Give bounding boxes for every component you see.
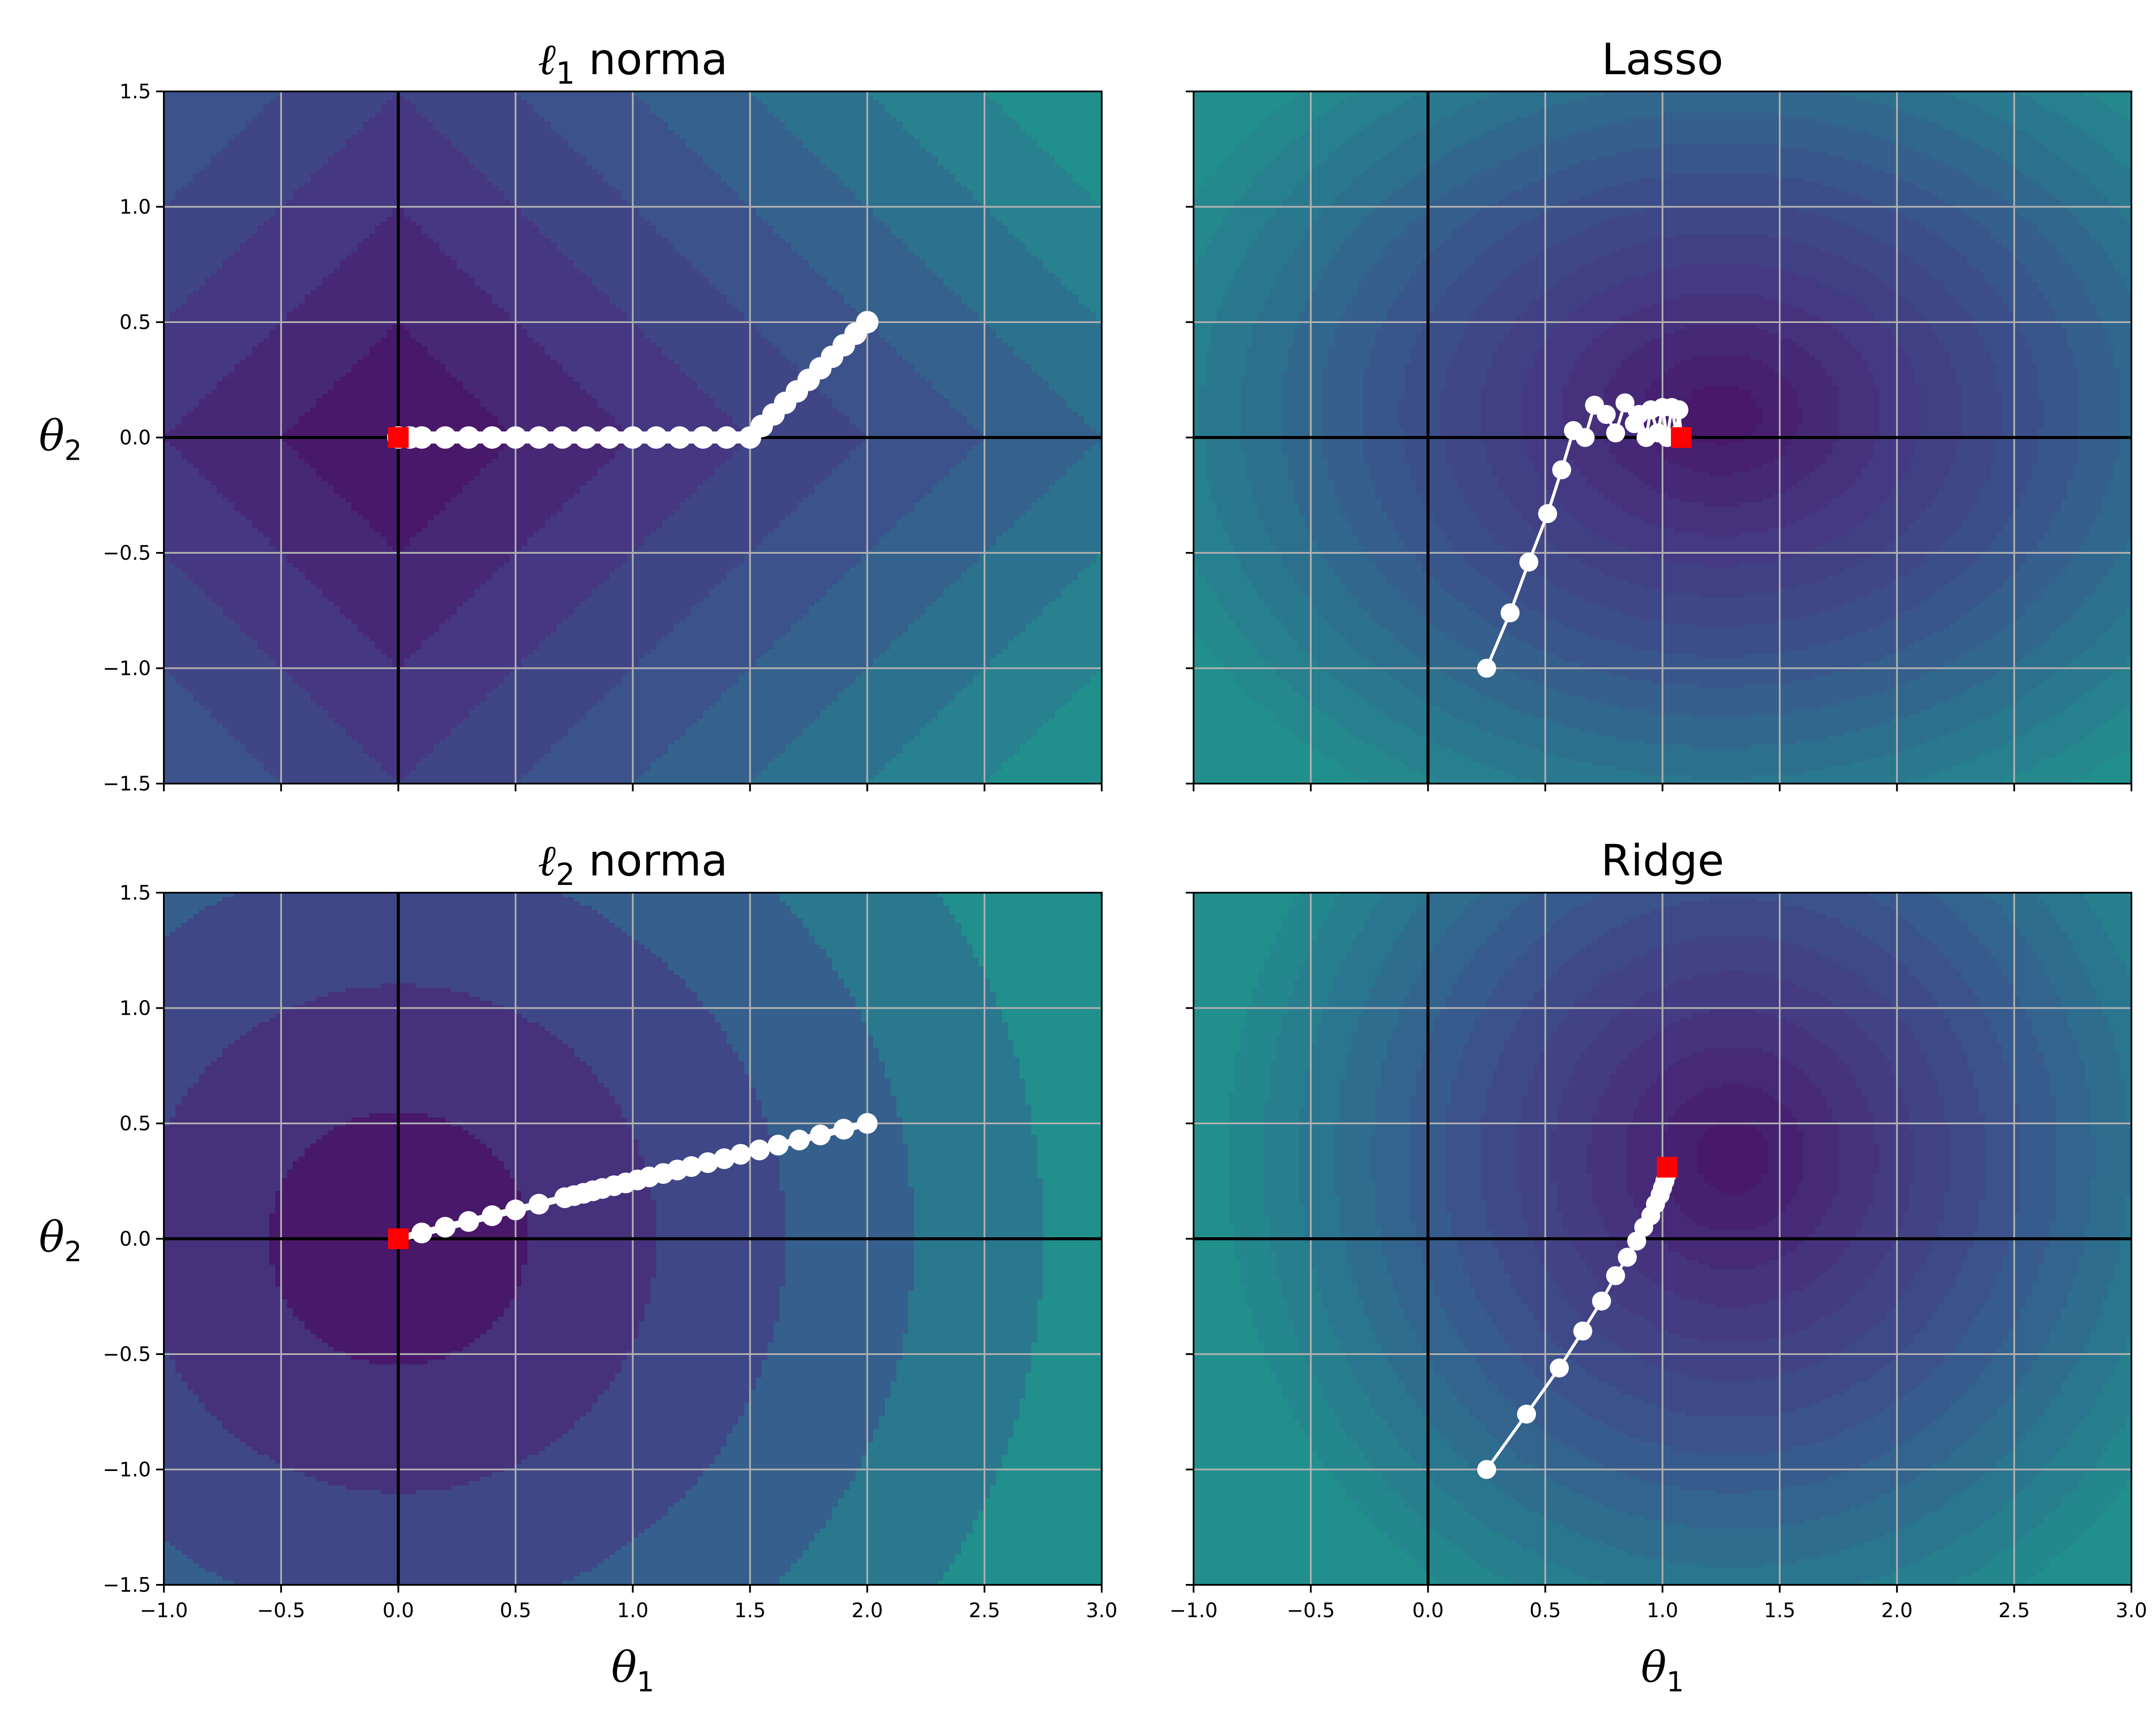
x-tick-label: 2.5	[1999, 1599, 2030, 1622]
x-tick-label: −1.0	[140, 1599, 188, 1622]
optimum-marker	[388, 427, 409, 448]
x-tick-label: 0.5	[1529, 1599, 1561, 1622]
x-tick-label: 0.5	[500, 1599, 531, 1622]
path-point	[1606, 1266, 1625, 1285]
path-point	[1573, 1322, 1592, 1341]
y-tick-label: −0.5	[103, 541, 151, 565]
y-tick-label: 0.0	[119, 1227, 151, 1251]
path-point	[505, 1200, 526, 1220]
path-point	[768, 1135, 789, 1155]
path-point	[645, 427, 667, 449]
path-point	[715, 427, 738, 449]
x-tick-label: 3.0	[2115, 1599, 2147, 1622]
panel-top-left: −1.5 −1.0 −0.5 0.0 0.5 1.0 1.5 ℓ1 norma θ2	[39, 34, 1102, 795]
y-tick-label: −0.5	[103, 1342, 151, 1366]
path-point	[528, 427, 550, 449]
path-point	[1552, 460, 1571, 479]
path-point	[1592, 1292, 1611, 1311]
path-point	[1597, 405, 1616, 424]
y-axis-label: θ2	[39, 412, 82, 467]
path-point	[458, 427, 480, 449]
x-tick-label: 2.5	[969, 1599, 1000, 1622]
x-axis-label: θ1	[611, 1643, 655, 1698]
y-tick-label: −1.0	[103, 1458, 151, 1481]
panel-top-right: Lasso	[1186, 34, 2132, 791]
path-point	[1576, 428, 1595, 447]
x-tick-label: −0.5	[257, 1599, 305, 1622]
path-point	[789, 1130, 810, 1151]
optimum-marker	[388, 1229, 409, 1249]
y-tick-label: 1.5	[119, 881, 151, 904]
y-tick-label: 0.5	[119, 1112, 151, 1135]
y-tick-label: 1.0	[119, 195, 151, 219]
y-tick-label: 0.0	[119, 426, 151, 449]
x-tick-label: 1.5	[1764, 1599, 1796, 1622]
panel-bottom-left: −1.0 −0.5 0.0 0.5 1.0 1.5 2.0 2.5 3.0 −1.5 −1.0 −0.…	[39, 835, 1117, 1698]
path-point	[482, 1205, 502, 1226]
x-tick-label: 2.0	[1881, 1599, 1913, 1622]
path-point	[857, 1113, 877, 1134]
path-point	[1520, 552, 1539, 571]
path-point	[810, 1125, 831, 1145]
path-point	[1670, 400, 1689, 419]
path-point	[505, 427, 527, 449]
y-tick-label: 0.5	[119, 310, 151, 334]
path-point	[458, 1211, 479, 1232]
path-point	[1477, 659, 1496, 678]
path-point	[435, 1217, 456, 1238]
path-point	[668, 427, 691, 449]
y-axis-label: θ2	[39, 1213, 82, 1268]
x-tick-label: 0.0	[382, 1599, 414, 1622]
panel-title: ℓ2 norma	[538, 835, 728, 892]
y-tick-label: 1.5	[119, 80, 151, 103]
x-tick-label: −0.5	[1287, 1599, 1335, 1622]
path-point	[1501, 603, 1520, 622]
x-tick-label: 1.0	[1647, 1599, 1678, 1622]
path-point	[622, 427, 644, 449]
path-point	[1606, 423, 1625, 442]
path-point	[598, 427, 620, 449]
panel-title: ℓ1 norma	[538, 34, 728, 91]
path-point	[575, 427, 597, 449]
x-tick-label: 1.5	[734, 1599, 766, 1622]
path-point	[1618, 1248, 1637, 1267]
path-point	[481, 427, 503, 449]
x-tick-label: 2.0	[852, 1599, 883, 1622]
path-point	[555, 1187, 575, 1208]
path-point	[1550, 1358, 1569, 1377]
y-tick-label: 1.0	[119, 997, 151, 1020]
path-point	[551, 427, 573, 449]
x-tick-label: 1.0	[617, 1599, 649, 1622]
path-point	[1517, 1405, 1536, 1424]
y-tick-label: −1.5	[103, 1573, 151, 1596]
y-tick-label: −1.0	[103, 657, 151, 680]
y-tick-label: −1.5	[103, 772, 151, 795]
optimum-marker	[1657, 1157, 1677, 1178]
path-point	[1538, 504, 1557, 523]
panel-title: Lasso	[1601, 34, 1723, 85]
x-axis-label: θ1	[1641, 1643, 1684, 1698]
path-point	[529, 1194, 549, 1214]
x-tick-label: 3.0	[1086, 1599, 1117, 1622]
panel-title: Ridge	[1601, 835, 1724, 886]
path-point	[692, 427, 714, 449]
path-point	[434, 427, 457, 449]
path-point	[834, 1119, 854, 1139]
path-point	[411, 1223, 432, 1243]
path-point	[1477, 1460, 1496, 1479]
path-point	[739, 427, 761, 449]
x-tick-label: 0.0	[1412, 1599, 1444, 1622]
path-point	[749, 1140, 770, 1160]
panel-bottom-right: −1.0 −0.5 0.0 0.5 1.0 1.5 2.0 2.5 3.0 Ridge θ1	[1169, 835, 2147, 1698]
optimum-marker	[1671, 427, 1692, 448]
x-tick-label: −1.0	[1169, 1599, 1218, 1622]
